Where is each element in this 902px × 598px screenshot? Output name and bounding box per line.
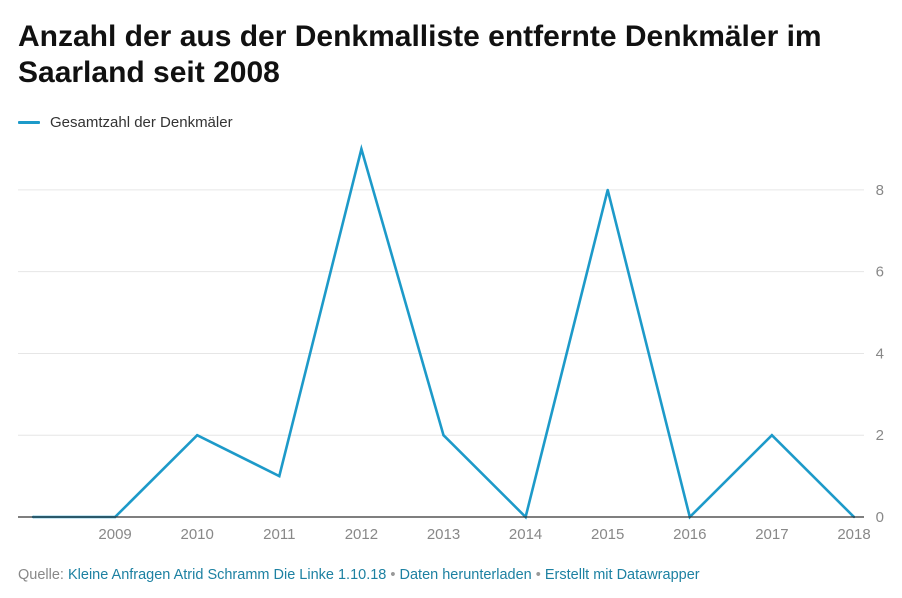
source-label: Quelle: bbox=[18, 567, 64, 583]
data-point bbox=[278, 474, 281, 478]
x-tick-label: 2012 bbox=[345, 526, 378, 543]
datawrapper-credit-link[interactable]: Erstellt mit Datawrapper bbox=[544, 567, 700, 583]
x-tick-label: 2016 bbox=[673, 526, 706, 543]
legend-swatch bbox=[18, 121, 40, 124]
x-tick-label: 2011 bbox=[263, 526, 295, 543]
legend-label: Gesamtzahl der Denkmäler bbox=[50, 114, 233, 131]
footer: Quelle: Kleine Anfragen Atrid Schramm Di… bbox=[18, 567, 700, 583]
data-point bbox=[196, 434, 199, 437]
chart-title: Anzahl der aus der Denkmalliste entfernt… bbox=[18, 20, 822, 89]
legend: Gesamtzahl der Denkmäler bbox=[18, 114, 233, 131]
x-tick-label: 2013 bbox=[427, 526, 460, 543]
series-layer bbox=[31, 143, 856, 520]
x-tick-label: 2017 bbox=[755, 526, 788, 543]
x-tick-label: 2018 bbox=[837, 526, 870, 543]
data-point bbox=[360, 147, 363, 151]
y-tick-label: 2 bbox=[876, 427, 884, 444]
y-tick-label: 0 bbox=[876, 509, 884, 526]
source-link[interactable]: Kleine Anfragen Atrid Schramm Die Linke … bbox=[67, 567, 387, 583]
download-data-link[interactable]: Daten herunterladen bbox=[399, 567, 532, 583]
data-point bbox=[606, 188, 609, 192]
data-point bbox=[442, 434, 445, 437]
x-axis-tick-labels: 2009 2010 2011 2012 2013 2014 2015 2016 2017 2018 bbox=[98, 526, 870, 543]
series-line bbox=[33, 143, 855, 520]
y-tick-label: 6 bbox=[876, 264, 884, 281]
x-tick-label: 2015 bbox=[591, 526, 624, 543]
separator-bullet: • bbox=[535, 567, 541, 583]
y-axis-tick-labels: 0 2 4 6 8 bbox=[876, 182, 884, 526]
gridlines bbox=[18, 189, 864, 436]
y-tick-label: 4 bbox=[876, 345, 884, 362]
y-tick-label: 8 bbox=[876, 182, 884, 199]
x-tick-label: 2009 bbox=[98, 526, 131, 543]
x-tick-label: 2014 bbox=[509, 526, 542, 543]
separator-bullet: • bbox=[390, 567, 396, 583]
data-point bbox=[770, 434, 774, 437]
x-tick-label: 2010 bbox=[181, 526, 214, 543]
